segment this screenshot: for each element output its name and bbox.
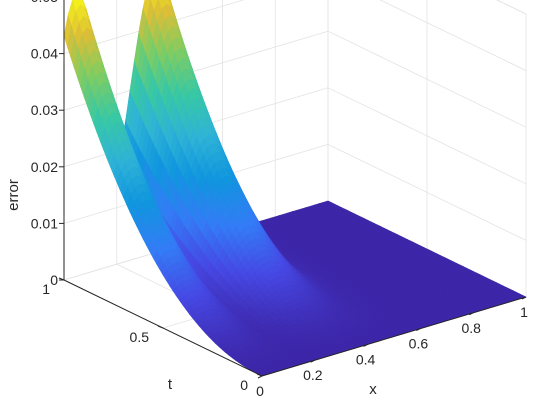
t-tick-label: 0.5 <box>130 329 150 345</box>
x-tick-label: 0.2 <box>303 367 323 383</box>
z-tick-label: 0.05 <box>31 0 58 5</box>
grid-line-z-right <box>327 30 527 128</box>
grid-line-z-back <box>63 0 245 54</box>
z-tick-label: 0.01 <box>31 215 58 231</box>
t-tick-label: 1 <box>42 281 50 297</box>
x-tick-mark <box>363 343 368 347</box>
x-tick-label: 0.4 <box>356 351 376 367</box>
z-tick-label: 0.04 <box>31 46 58 62</box>
surface-mesh <box>63 0 527 377</box>
x-tick-mark <box>416 328 421 332</box>
z-tick-label: 0.02 <box>31 159 58 175</box>
x-tick-mark <box>468 312 474 316</box>
axis-line-x <box>261 296 527 377</box>
t-tick-mark <box>157 325 164 329</box>
z-axis-label: error <box>5 179 22 211</box>
x-tick-mark <box>257 375 263 379</box>
t-tick-mark <box>256 373 263 377</box>
grid-line-z-right <box>379 0 527 71</box>
grid-line-z-right <box>327 87 527 185</box>
x-axis-label: x <box>369 381 377 398</box>
x-tick-label: 0.8 <box>461 320 481 336</box>
z-tick-label: 0.03 <box>31 102 58 118</box>
t-tick-label: 0 <box>240 377 248 393</box>
x-tick-label: 0.6 <box>409 336 429 352</box>
grid-line-z-right <box>327 144 527 241</box>
x-tick-label: 1 <box>520 304 528 320</box>
t-axis-label: t <box>168 376 173 393</box>
x-tick-mark <box>521 296 527 300</box>
x-tick-mark <box>310 359 316 363</box>
x-tick-label: 0 <box>256 383 264 399</box>
axis-box-front <box>58 0 527 379</box>
z-tick-label: 0 <box>50 272 58 288</box>
